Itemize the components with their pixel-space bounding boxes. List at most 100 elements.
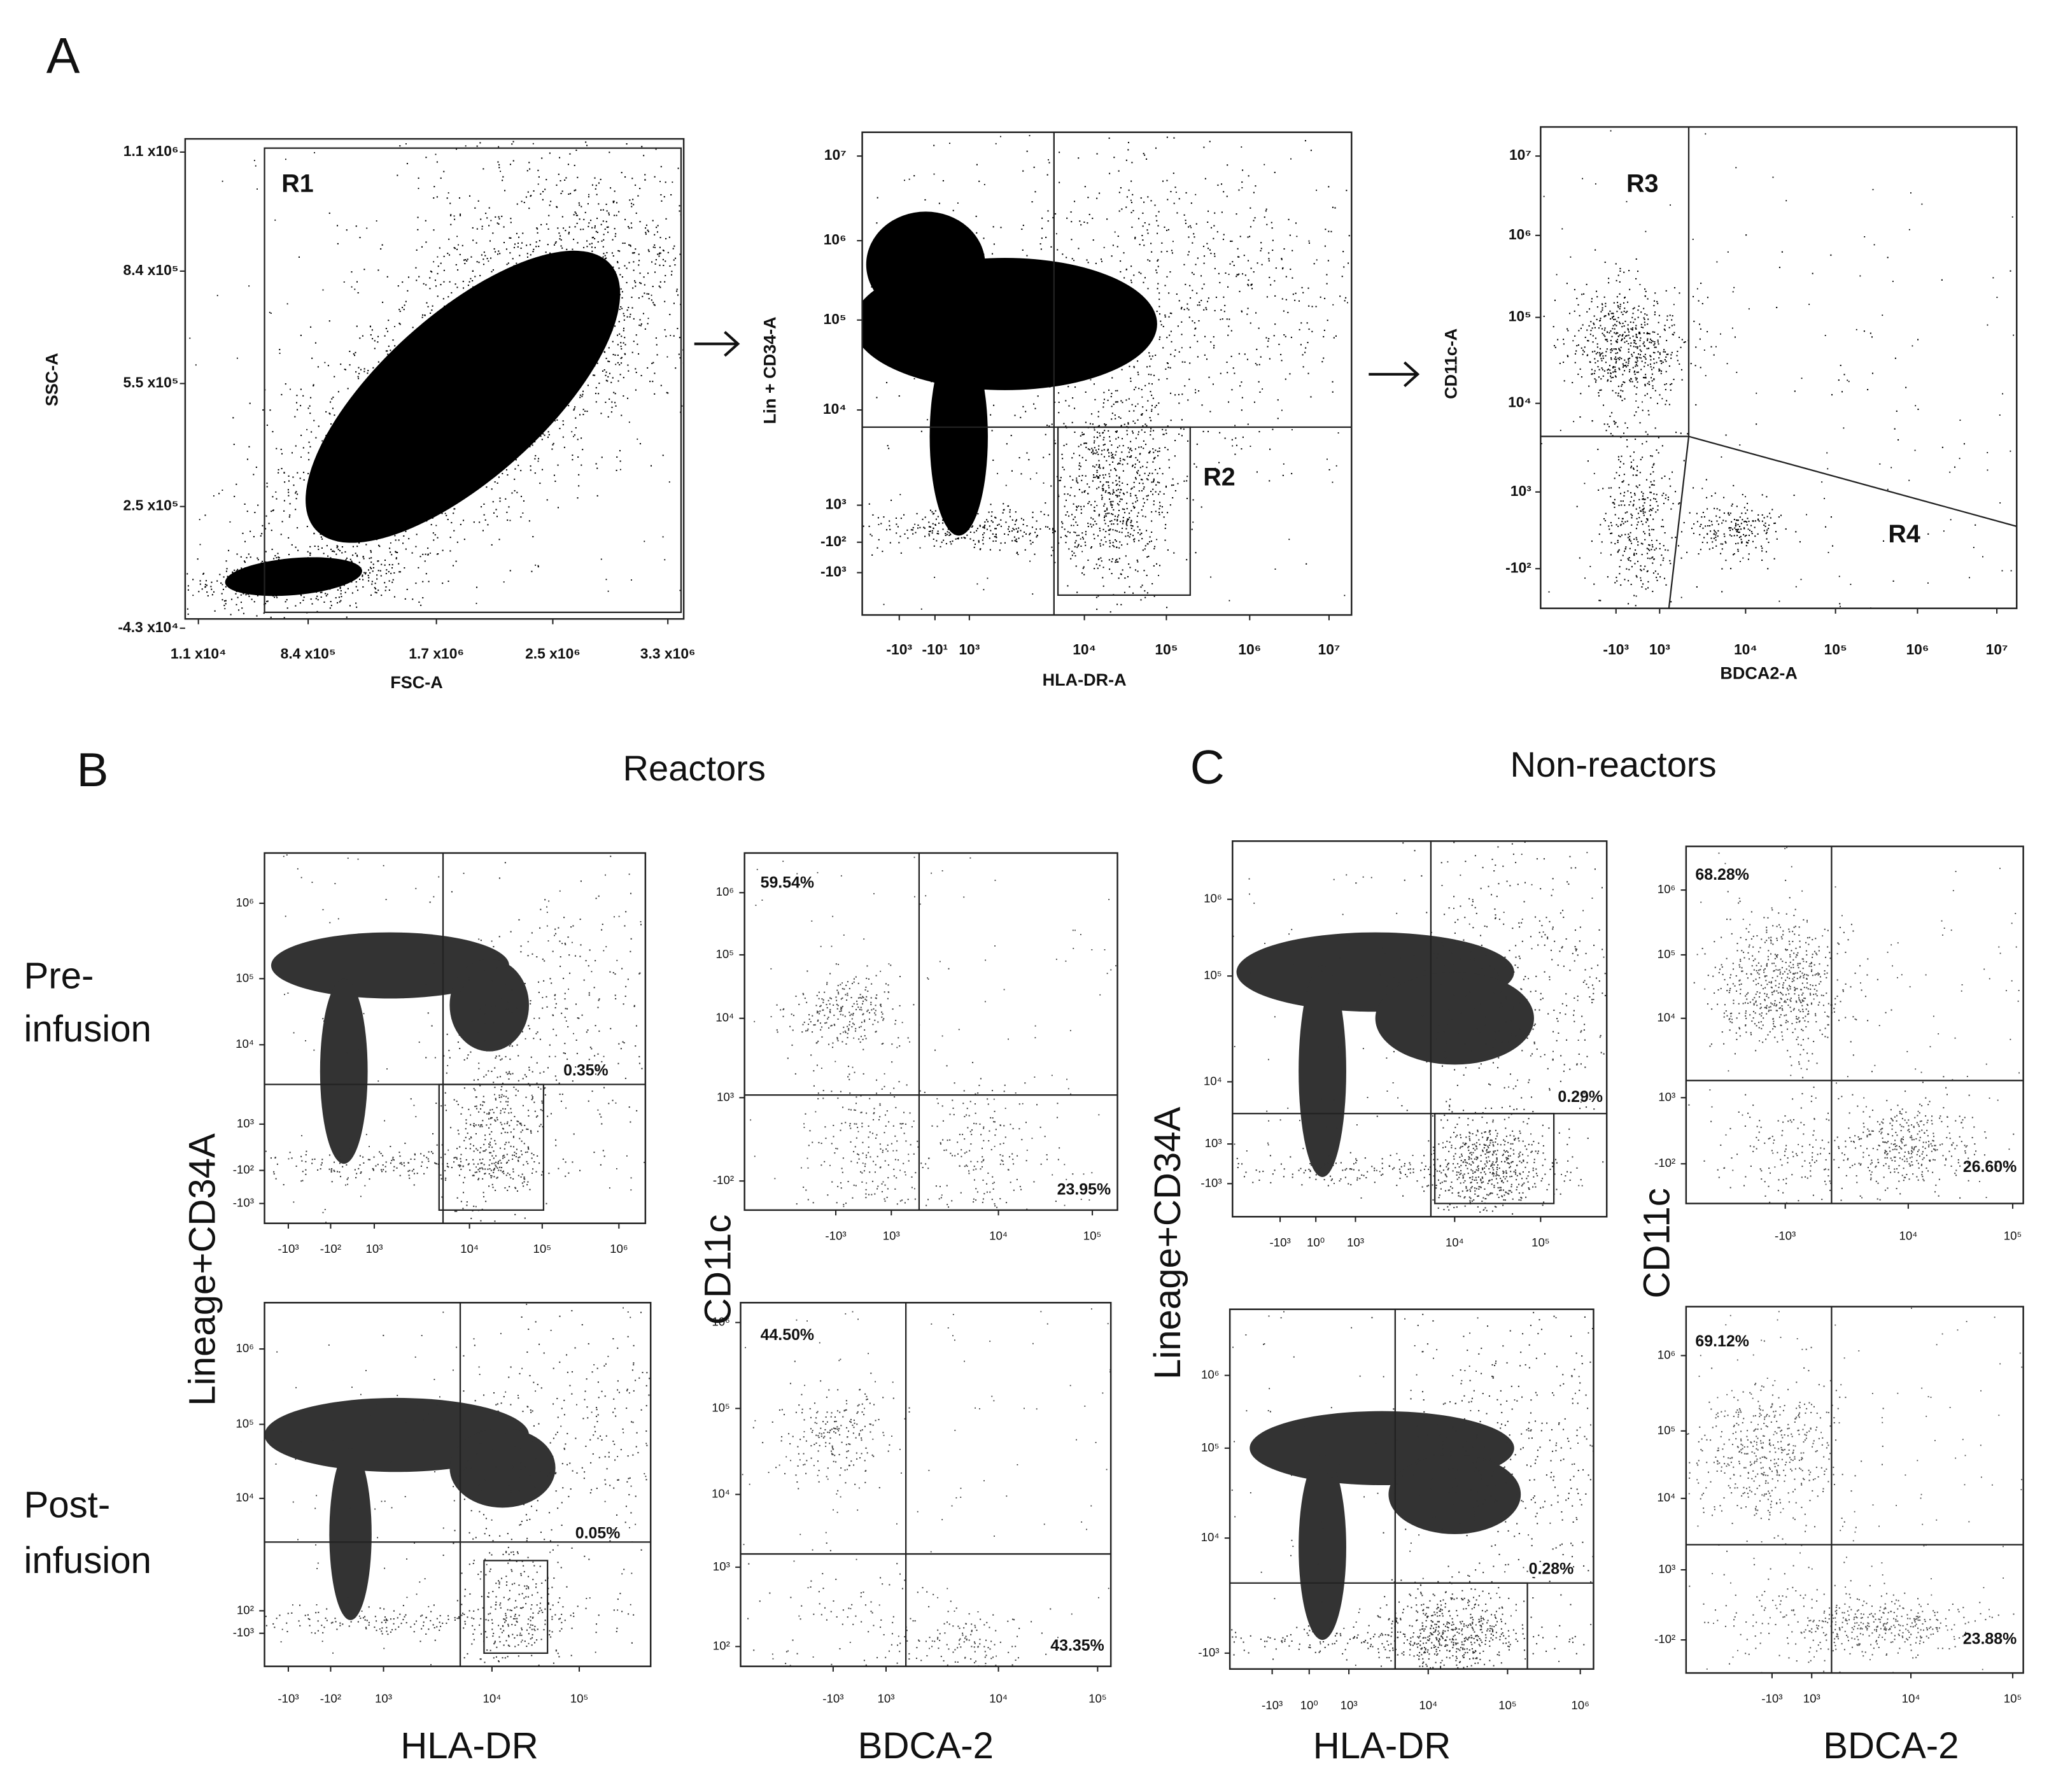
event-dot <box>657 225 659 227</box>
event-dot <box>519 352 521 354</box>
event-dot <box>641 146 643 148</box>
event-dot <box>330 557 332 559</box>
event-dot <box>363 269 365 271</box>
event-dot <box>567 164 570 166</box>
event-dot <box>204 586 206 588</box>
event-dot <box>456 286 458 288</box>
event-dot <box>328 585 330 587</box>
event-dot <box>398 530 400 532</box>
event-dot <box>187 613 189 615</box>
event-dot <box>1099 435 1101 437</box>
event-dot <box>499 363 501 365</box>
event-dot <box>1176 293 1178 295</box>
event-dot <box>1126 434 1128 435</box>
event-dot <box>1085 274 1087 276</box>
event-dot <box>319 504 321 505</box>
event-dot <box>207 595 209 596</box>
event-dot <box>265 577 267 579</box>
event-dot <box>1014 414 1016 416</box>
event-dot <box>298 571 300 573</box>
event-dot <box>362 459 363 462</box>
event-dot <box>588 194 589 195</box>
event-dot <box>1123 277 1125 279</box>
event-dot <box>960 402 962 404</box>
event-dot <box>421 325 423 327</box>
event-dot <box>338 509 340 511</box>
event-dot <box>557 376 559 377</box>
event-dot <box>525 394 527 396</box>
event-dot <box>364 509 366 511</box>
event-dot <box>503 241 505 244</box>
event-dot <box>441 509 443 511</box>
event-dot <box>1076 481 1078 483</box>
x-tick-label: 1.7 x10⁶ <box>409 645 464 661</box>
event-dot <box>1109 493 1111 495</box>
event-dot <box>464 361 466 363</box>
event-dot <box>1278 343 1280 346</box>
event-dot <box>1166 136 1168 138</box>
event-dot <box>354 563 356 565</box>
event-dot <box>1127 456 1129 458</box>
event-dot <box>1107 399 1109 401</box>
event-dot <box>655 258 657 261</box>
event-dot <box>437 466 439 468</box>
event-dot <box>1241 397 1243 399</box>
event-dot <box>1143 488 1144 490</box>
event-dot <box>487 453 489 455</box>
event-dot <box>344 551 346 553</box>
event-dot <box>247 586 249 588</box>
event-dot <box>621 362 623 364</box>
event-dot <box>411 405 413 407</box>
event-dot <box>670 335 672 336</box>
event-dot <box>543 374 545 376</box>
event-dot <box>620 357 622 359</box>
event-dot <box>412 354 414 356</box>
event-dot <box>414 488 416 490</box>
event-dot <box>278 556 279 558</box>
event-dot <box>602 256 604 258</box>
event-dot <box>283 510 285 512</box>
event-dot <box>561 247 563 249</box>
event-dot <box>1215 296 1217 299</box>
event-dot <box>351 562 353 564</box>
event-dot <box>642 313 645 314</box>
event-dot <box>323 570 325 572</box>
event-dot <box>481 374 483 376</box>
event-dot <box>366 524 369 526</box>
event-dot <box>648 293 650 295</box>
event-dot <box>496 253 499 255</box>
event-dot <box>652 285 654 288</box>
event-dot <box>556 288 558 290</box>
event-dot <box>1115 365 1116 367</box>
event-dot <box>433 344 435 346</box>
event-dot <box>371 329 373 331</box>
event-dot <box>430 524 432 526</box>
event-dot <box>1099 565 1101 567</box>
event-dot <box>1150 540 1152 542</box>
event-dot <box>1083 566 1085 568</box>
event-dot <box>1152 461 1154 463</box>
event-dot <box>552 281 554 283</box>
event-dot <box>439 427 441 429</box>
event-dot <box>479 315 481 317</box>
event-dot <box>407 338 409 340</box>
event-dot <box>281 592 284 594</box>
event-dot <box>975 368 977 370</box>
event-dot <box>305 564 307 566</box>
event-dot <box>1248 279 1250 281</box>
event-dot <box>496 411 498 413</box>
event-dot <box>304 567 306 569</box>
event-dot <box>1134 569 1137 571</box>
event-dot <box>351 502 353 504</box>
event-dot <box>654 234 656 236</box>
event-dot <box>398 571 400 573</box>
event-dot <box>540 367 542 369</box>
event-dot <box>325 481 327 483</box>
event-dot <box>473 521 475 523</box>
event-dot <box>583 338 585 340</box>
event-dot <box>536 392 538 394</box>
event-dot <box>442 450 444 452</box>
event-dot <box>290 388 291 390</box>
event-dot <box>542 358 544 360</box>
event-dot <box>563 446 565 448</box>
